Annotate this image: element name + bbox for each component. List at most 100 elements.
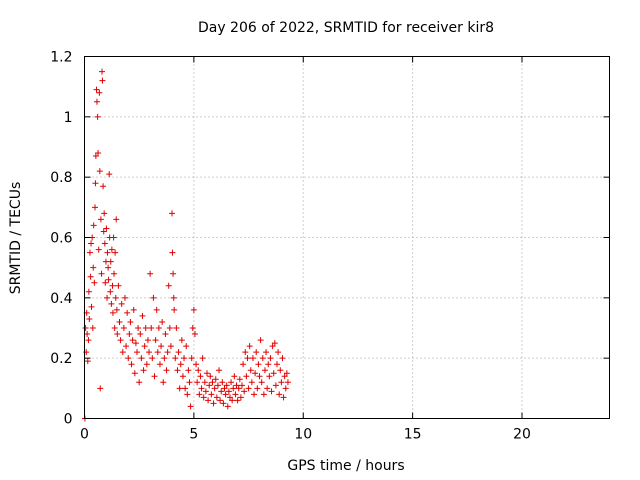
data-point bbox=[209, 379, 216, 386]
data-point bbox=[136, 379, 143, 386]
data-point bbox=[134, 349, 140, 356]
data-point bbox=[240, 361, 247, 368]
x-tick-label: 20 bbox=[513, 427, 531, 443]
data-point bbox=[272, 382, 279, 389]
data-point bbox=[110, 234, 117, 241]
data-point bbox=[245, 385, 252, 392]
y-tick-label: 0.2 bbox=[50, 351, 72, 367]
tick-labels: 0 5 10 15 20 0 0.2 0.4 0.6 0.8 1 1.2 bbox=[50, 50, 531, 443]
x-tick-label: 15 bbox=[404, 427, 422, 443]
data-point bbox=[151, 373, 158, 380]
data-point bbox=[141, 343, 148, 350]
data-point bbox=[113, 306, 120, 313]
data-point bbox=[165, 282, 172, 289]
data-point bbox=[93, 98, 100, 105]
data-point bbox=[208, 391, 215, 398]
data-point bbox=[82, 325, 89, 331]
data-point bbox=[271, 340, 278, 347]
data-point bbox=[88, 303, 95, 310]
data-point bbox=[246, 343, 253, 350]
x-tick-label: 10 bbox=[294, 427, 312, 443]
data-point bbox=[261, 367, 268, 374]
data-point bbox=[92, 204, 98, 211]
data-point bbox=[105, 276, 112, 283]
data-point bbox=[284, 379, 291, 386]
data-point bbox=[229, 397, 236, 404]
data-point bbox=[92, 180, 99, 187]
data-point bbox=[156, 361, 163, 368]
data-point bbox=[171, 306, 178, 313]
data-point bbox=[164, 349, 171, 356]
data-point bbox=[87, 273, 94, 280]
data-point bbox=[277, 367, 284, 374]
data-point bbox=[89, 325, 96, 331]
data-point bbox=[259, 355, 266, 362]
data-point bbox=[188, 355, 195, 362]
data-point bbox=[181, 355, 188, 362]
data-point bbox=[109, 282, 116, 289]
data-point bbox=[172, 355, 179, 362]
y-tick-label: 1 bbox=[64, 110, 73, 126]
data-point bbox=[118, 300, 125, 307]
data-point bbox=[244, 355, 251, 362]
data-point bbox=[197, 373, 204, 380]
data-point bbox=[154, 349, 161, 356]
data-point bbox=[98, 270, 105, 277]
data-point bbox=[211, 385, 218, 392]
data-point bbox=[163, 367, 170, 374]
data-point bbox=[200, 394, 207, 401]
data-point bbox=[247, 367, 254, 374]
data-point bbox=[162, 331, 169, 338]
data-point bbox=[253, 349, 260, 356]
data-point bbox=[257, 337, 264, 344]
data-point bbox=[127, 318, 134, 325]
data-point bbox=[86, 315, 93, 322]
data-point bbox=[137, 331, 144, 338]
data-point bbox=[170, 294, 177, 301]
data-point bbox=[144, 337, 151, 344]
data-point bbox=[175, 349, 182, 356]
data-point bbox=[199, 355, 206, 362]
data-point bbox=[107, 258, 114, 265]
data-point bbox=[214, 382, 221, 389]
data-point bbox=[126, 331, 133, 338]
data-point bbox=[104, 249, 111, 256]
data-point bbox=[201, 379, 208, 386]
data-point bbox=[158, 343, 165, 350]
data-point bbox=[193, 361, 200, 368]
y-tick-label: 0.8 bbox=[50, 170, 72, 186]
data-point bbox=[225, 388, 232, 395]
data-point bbox=[100, 228, 107, 235]
data-point bbox=[90, 264, 97, 271]
data-point bbox=[161, 355, 168, 362]
data-point bbox=[152, 337, 159, 344]
data-point bbox=[217, 397, 224, 404]
data-point bbox=[218, 388, 225, 395]
axis-ticks bbox=[84, 56, 610, 419]
data-point bbox=[249, 355, 256, 362]
data-point bbox=[177, 361, 184, 368]
data-point bbox=[96, 168, 103, 175]
grid-lines bbox=[84, 56, 610, 419]
data-point bbox=[160, 379, 167, 386]
data-point bbox=[99, 77, 106, 84]
data-point bbox=[97, 216, 104, 223]
data-point bbox=[269, 343, 276, 350]
data-point bbox=[111, 270, 118, 277]
data-point bbox=[97, 385, 104, 392]
data-point bbox=[235, 385, 242, 392]
y-tick-label: 0.6 bbox=[50, 231, 72, 247]
data-point bbox=[182, 385, 189, 392]
data-point bbox=[159, 318, 166, 325]
data-point bbox=[121, 294, 128, 301]
data-point bbox=[265, 361, 272, 368]
data-point bbox=[263, 349, 270, 356]
data-point bbox=[148, 325, 155, 331]
data-point bbox=[236, 376, 243, 383]
data-point bbox=[149, 355, 156, 362]
data-point bbox=[84, 331, 91, 338]
y-axis-label: SRMTID / TECUs bbox=[8, 182, 24, 295]
data-point bbox=[202, 388, 209, 395]
x-tick-label: 5 bbox=[189, 427, 198, 443]
data-point bbox=[184, 391, 191, 398]
